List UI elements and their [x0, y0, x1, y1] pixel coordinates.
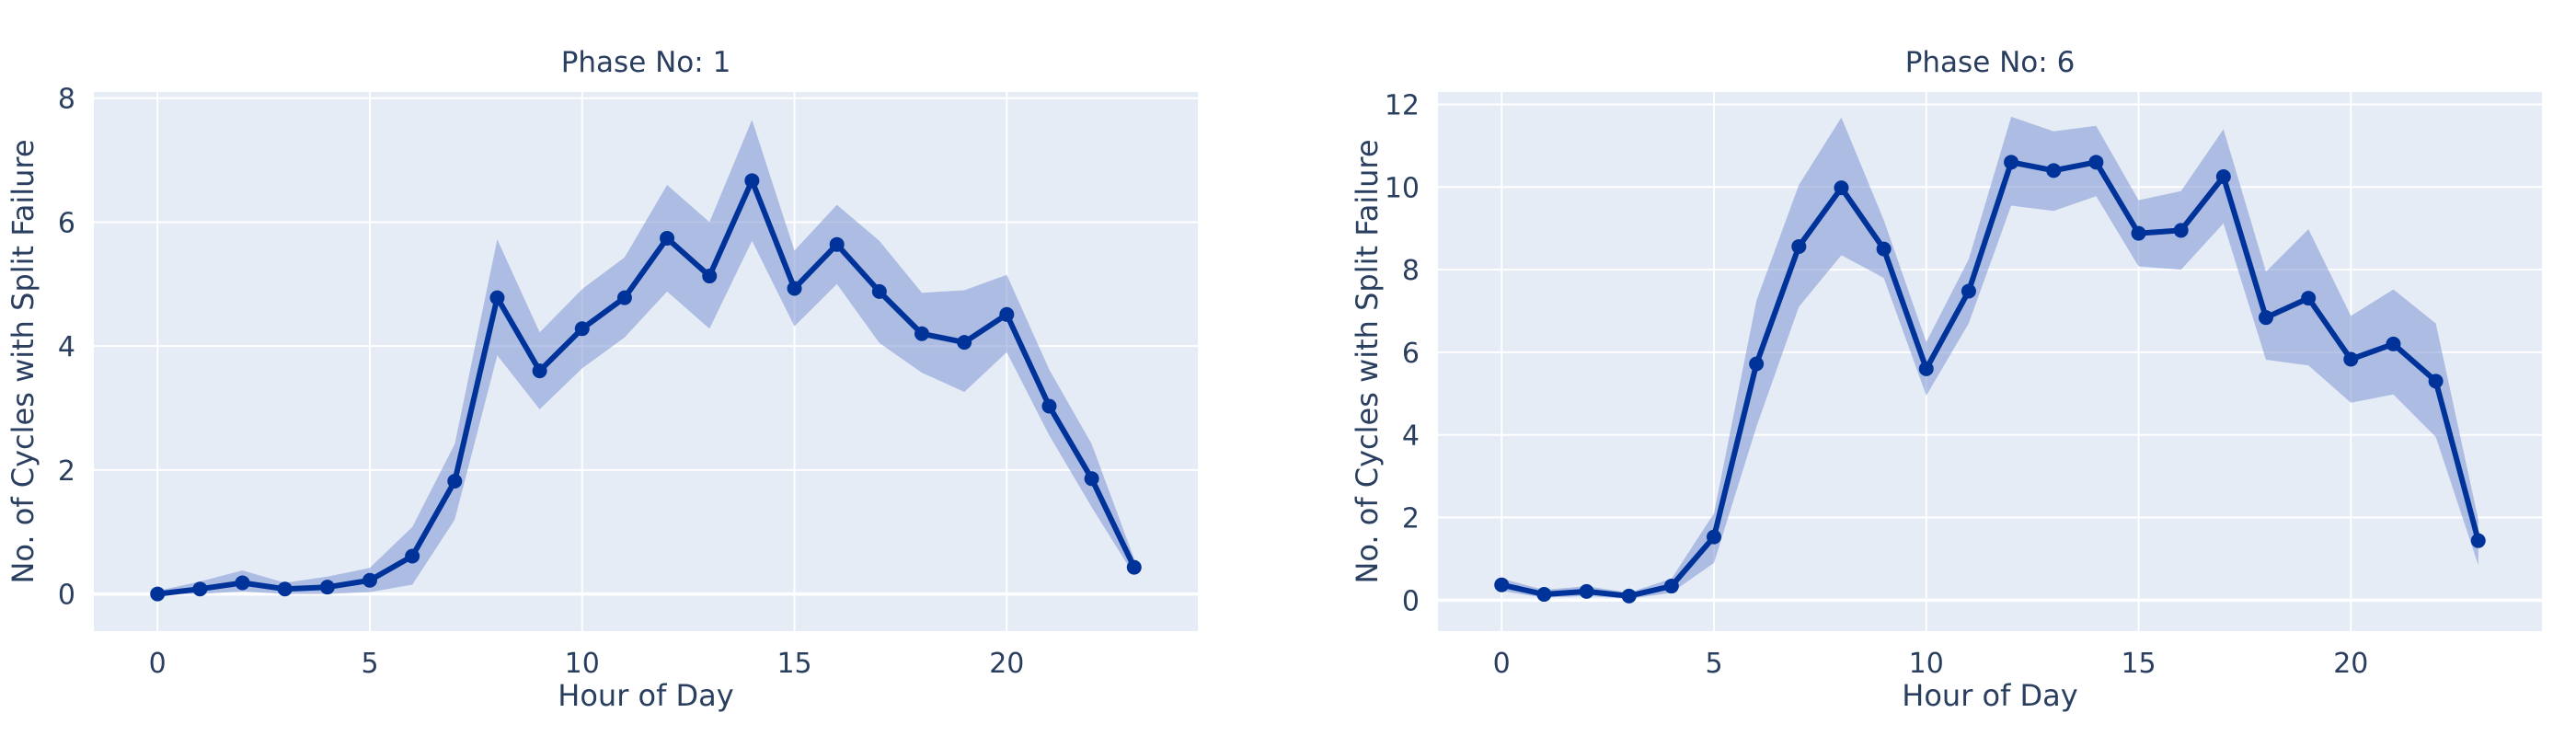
x-axis-title: Hour of Day [1902, 678, 2077, 713]
data-point [787, 281, 802, 296]
chart-panel-1: 0 5 10 15 20 0 2 4 6 8 Phase No: 1 Hour of Day No. o… [6, 46, 1198, 713]
data-point [2470, 533, 2486, 548]
data-point [235, 575, 250, 591]
data-point [1084, 471, 1099, 487]
data-point [1494, 577, 1510, 592]
data-point [574, 321, 590, 337]
y-tick-label: 0 [1402, 585, 1420, 617]
data-point [532, 363, 547, 379]
y-tick-label: 8 [58, 84, 75, 116]
data-point [2131, 225, 2146, 241]
y-tick-label: 0 [58, 580, 75, 612]
x-tick-label: 10 [565, 648, 600, 680]
data-point [744, 173, 760, 189]
data-point [150, 586, 166, 602]
confidence-band [1501, 116, 2478, 599]
x-tick-label: 15 [2121, 648, 2156, 680]
data-point [2046, 163, 2062, 178]
x-tick-label: 20 [989, 648, 1024, 680]
data-point [405, 548, 420, 564]
chart-panel-2: 0 5 10 15 20 0 2 4 6 8 10 12 Phase No: 6 Hour of Day N… [1350, 46, 2542, 713]
data-point [1876, 241, 1892, 257]
data-point [1918, 361, 1934, 376]
data-point [957, 335, 972, 351]
y-tick-label: 6 [58, 207, 75, 239]
x-tick-label: 10 [1909, 648, 1944, 680]
x-axis-title: Hour of Day [558, 678, 733, 713]
data-point [489, 290, 505, 305]
data-point [2386, 336, 2401, 351]
data-point [447, 473, 463, 489]
data-point [871, 283, 887, 299]
y-tick-label: 4 [58, 331, 75, 363]
x-tick-label: 0 [1493, 648, 1511, 680]
data-point [1961, 283, 1976, 299]
data-point [2259, 310, 2273, 326]
y-tick-label: 12 [1385, 89, 1420, 121]
data-point [2004, 155, 2019, 170]
confidence-band [157, 120, 1134, 594]
data-point [2428, 374, 2444, 389]
data-point [1041, 398, 1057, 414]
data-point [702, 269, 718, 284]
chart-title: Phase No: 1 [561, 46, 731, 79]
data-point [1126, 559, 1142, 575]
data-point [192, 581, 208, 597]
data-point [1536, 587, 1552, 603]
data-point [1791, 238, 1807, 254]
data-point [1663, 579, 1679, 594]
data-point [2343, 351, 2359, 367]
data-point [829, 236, 845, 252]
data-point [362, 572, 377, 588]
data-point [616, 290, 632, 305]
x-tick-label: 5 [361, 648, 378, 680]
y-tick-label: 8 [1402, 255, 1420, 287]
y-tick-label: 6 [1402, 338, 1420, 370]
data-point [319, 580, 335, 595]
data-point [1579, 583, 1594, 599]
y-tick-label: 10 [1385, 172, 1420, 204]
y-tick-label: 2 [1402, 503, 1420, 535]
y-tick-label: 2 [58, 455, 75, 488]
data-point [1707, 529, 1721, 545]
y-tick-label: 4 [1402, 420, 1420, 453]
chart-title: Phase No: 6 [1905, 46, 2076, 79]
x-tick-label: 5 [1705, 648, 1722, 680]
x-tick-label: 15 [776, 648, 811, 680]
y-axis-title: No. of Cycles with Split Failure [6, 139, 40, 583]
y-axis-title: No. of Cycles with Split Failure [1350, 139, 1385, 583]
data-point [999, 306, 1015, 322]
data-point [2301, 291, 2317, 306]
data-point [277, 581, 293, 597]
data-point [2088, 155, 2104, 170]
data-point [2215, 169, 2231, 185]
data-point [1749, 356, 1765, 372]
data-point [1834, 180, 1849, 196]
x-tick-label: 0 [149, 648, 167, 680]
data-point [1621, 588, 1637, 604]
x-tick-label: 20 [2333, 648, 2368, 680]
data-point [2173, 223, 2189, 238]
data-point [660, 230, 675, 246]
data-point [914, 326, 929, 341]
